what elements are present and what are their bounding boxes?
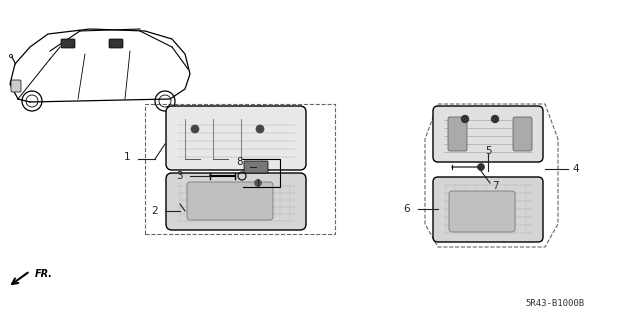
FancyBboxPatch shape (11, 80, 21, 92)
Text: 2: 2 (152, 206, 158, 216)
FancyBboxPatch shape (433, 106, 543, 162)
Circle shape (492, 115, 499, 122)
Text: 3: 3 (177, 171, 183, 181)
Circle shape (191, 125, 199, 133)
FancyBboxPatch shape (109, 39, 123, 48)
Circle shape (256, 125, 264, 133)
Circle shape (255, 180, 262, 187)
Text: 7: 7 (492, 181, 499, 191)
Text: 9: 9 (262, 190, 269, 200)
FancyBboxPatch shape (513, 117, 532, 151)
FancyBboxPatch shape (448, 117, 467, 151)
FancyBboxPatch shape (166, 173, 306, 230)
Circle shape (461, 115, 468, 122)
FancyBboxPatch shape (244, 161, 268, 173)
Text: 8: 8 (237, 157, 243, 167)
Text: 6: 6 (403, 204, 410, 214)
Text: 5: 5 (484, 146, 492, 156)
Text: 4: 4 (572, 164, 579, 174)
Text: 1: 1 (124, 152, 130, 162)
Circle shape (477, 164, 484, 170)
FancyBboxPatch shape (166, 106, 306, 170)
FancyBboxPatch shape (433, 177, 543, 242)
FancyBboxPatch shape (61, 39, 75, 48)
Text: 5R43-B1000B: 5R43-B1000B (525, 300, 584, 308)
FancyBboxPatch shape (449, 191, 515, 232)
Text: FR.: FR. (35, 269, 53, 279)
FancyBboxPatch shape (187, 182, 273, 220)
